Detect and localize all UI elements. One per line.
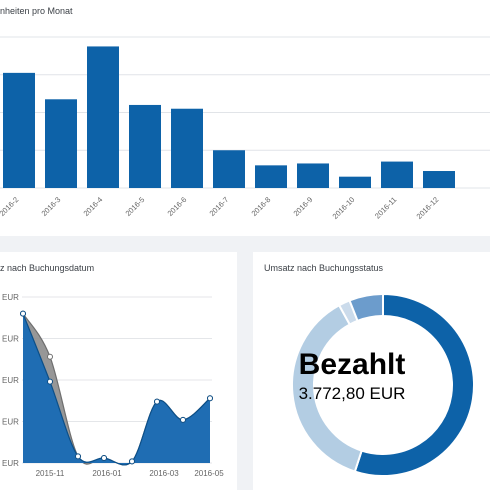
y-tick-label: EUR — [2, 376, 19, 385]
x-tick-label: 2016-7 — [208, 195, 231, 218]
panel-title: z nach Buchungsdatum — [0, 263, 95, 273]
bar — [423, 171, 455, 188]
data-point — [154, 398, 160, 405]
x-tick-label: 2016-3 — [40, 195, 63, 218]
revenue-by-date-chart: EUR EUR EUR EUR EUR 2015-11 2016-01 2016-03 2016… — [2, 293, 224, 478]
x-tick-label: 2016-12 — [415, 195, 441, 221]
x-tick-label: 2016-11 — [373, 195, 398, 220]
data-point — [180, 416, 186, 423]
bar — [381, 161, 413, 188]
bar — [129, 104, 161, 188]
data-point — [47, 353, 53, 360]
y-tick-label: EUR — [2, 418, 19, 427]
x-tick-label: 2016-8 — [250, 195, 273, 218]
panel-title: Umsatz nach Buchungsstatus — [264, 263, 384, 273]
bar — [339, 176, 371, 188]
bar — [3, 72, 35, 188]
x-tick-label: 2016-01 — [92, 469, 122, 478]
x-tick-label: 2016-10 — [331, 195, 357, 221]
bar — [45, 99, 77, 188]
data-point — [101, 455, 107, 462]
donut-slice — [353, 292, 475, 477]
bar — [213, 150, 245, 188]
series-area-primary — [23, 313, 210, 465]
data-point — [207, 395, 213, 402]
data-point — [47, 378, 53, 385]
units-per-month-chart: 2016-12016-22016-32016-42016-52016-62016… — [0, 36, 490, 221]
donut-center-value: 3.772,80 EUR — [298, 384, 406, 403]
bar — [87, 46, 119, 188]
data-point — [75, 453, 81, 460]
revenue-by-status-panel: Umsatz nach Buchungsstatus Bezahlt 3.772… — [253, 252, 490, 490]
panel-title: nheiten pro Monat — [0, 6, 73, 16]
revenue-by-status-chart — [291, 292, 475, 477]
x-tick-label: 2016-9 — [292, 195, 315, 218]
bar — [255, 165, 287, 188]
revenue-by-date-panel: z nach Buchungsdatum EUR EUR EUR EUR EUR 2015… — [0, 252, 237, 490]
x-tick-label: 2016-6 — [166, 195, 189, 218]
x-tick-label: 2015-11 — [36, 469, 65, 478]
bar — [171, 108, 203, 188]
x-tick-label: 2016-03 — [149, 469, 179, 478]
donut-center-label: Bezahlt — [298, 348, 406, 381]
units-per-month-panel: nheiten pro Monat 2016-12016-22016-32016… — [0, 0, 490, 236]
y-tick-label: EUR — [2, 293, 19, 302]
donut-slice — [348, 292, 384, 323]
x-tick-label: 2016-4 — [82, 195, 105, 218]
y-tick-label: EUR — [2, 335, 19, 344]
data-point — [129, 458, 135, 465]
data-point — [20, 310, 26, 317]
x-tick-label: 2016-2 — [0, 195, 20, 218]
x-tick-label: 2016-05 — [194, 469, 224, 478]
x-tick-label: 2016-5 — [124, 195, 147, 218]
bar — [297, 163, 329, 188]
y-tick-label: EUR — [2, 459, 19, 468]
